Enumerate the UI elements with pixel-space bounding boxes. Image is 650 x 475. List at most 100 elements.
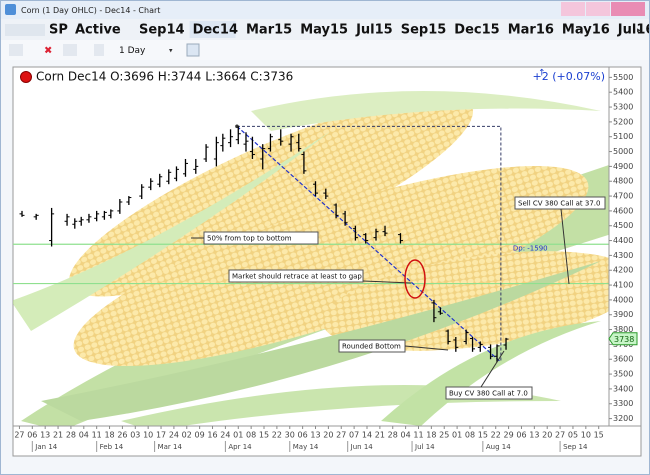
scroll-arrow[interactable]: ▸ xyxy=(637,26,641,35)
x-tick-label: 24 xyxy=(169,431,179,440)
contract-tab[interactable]: Jul16 xyxy=(617,23,649,38)
delete-button[interactable]: ✖ xyxy=(44,46,52,57)
y-tick-label: 3300 xyxy=(613,399,633,408)
annotation: Sell CV 380 Call at 37.0 xyxy=(518,200,601,208)
y-tick-label: 3500 xyxy=(613,370,633,379)
contract-tab[interactable]: Mar15 xyxy=(246,23,292,38)
annotation-box xyxy=(514,196,606,210)
contract-tab[interactable]: Mar16 xyxy=(508,23,554,38)
leaf xyxy=(251,91,601,131)
y-tick-label: 5100 xyxy=(613,132,633,141)
month-label: Feb 14 xyxy=(100,443,124,451)
y-tick-label: 3600 xyxy=(613,355,633,364)
contract-tab[interactable]: May16 xyxy=(562,23,610,38)
x-tick-label: 08 xyxy=(246,431,256,440)
y-tick-label: 3800 xyxy=(613,325,633,334)
contract-tab[interactable]: Sep15 xyxy=(401,23,447,38)
y-tick-label: 3900 xyxy=(613,310,633,319)
y-tick-label: 5500 xyxy=(613,73,633,82)
leaf xyxy=(13,131,331,331)
y-tick-label: 5000 xyxy=(613,147,633,156)
y-tick-label: 4700 xyxy=(613,192,633,201)
y-tick-label: 4300 xyxy=(613,251,633,260)
tool-icons[interactable] xyxy=(5,24,45,36)
annotations: 50% from top to bottom Market should ret… xyxy=(191,196,606,400)
x-tick-label: 10 xyxy=(581,431,591,440)
x-tick-label: 09 xyxy=(195,431,205,440)
annotation: Buy CV 380 Call at 7.0 xyxy=(449,390,528,398)
mode-tab[interactable]: Active xyxy=(75,23,121,38)
leaf xyxy=(41,261,601,421)
x-tick-label: 04 xyxy=(79,431,89,440)
bar-type-button[interactable] xyxy=(94,44,104,56)
y-tick-label: 3400 xyxy=(613,384,633,393)
contract-tab[interactable]: Dec15 xyxy=(454,23,499,38)
tool-button[interactable] xyxy=(63,44,77,56)
x-tick-label: 18 xyxy=(104,431,114,440)
contract-tab[interactable]: Sep14 xyxy=(139,23,185,38)
trendline xyxy=(236,125,502,363)
contract-tab[interactable]: Jul15 xyxy=(355,23,393,38)
change: +2 (+0.07%) xyxy=(533,70,605,83)
month-label: Mar 14 xyxy=(158,443,183,451)
maximize-button[interactable] xyxy=(586,2,610,16)
tool-button[interactable] xyxy=(186,43,200,57)
up-arrow: ↑ xyxy=(538,69,546,79)
app-icon xyxy=(5,4,16,15)
symbol-tab[interactable]: SP xyxy=(49,23,68,38)
y-tick-label: 4500 xyxy=(613,221,633,230)
x-tick-label: 27 xyxy=(14,431,24,440)
tab-selected xyxy=(189,21,236,38)
contract-tab[interactable]: Dec14 xyxy=(193,23,238,38)
cob xyxy=(68,95,474,297)
interval[interactable]: 1 Day xyxy=(119,46,146,56)
annotation-arrow xyxy=(362,280,412,284)
month-label: Sep 14 xyxy=(563,443,588,451)
month-label: Jan 14 xyxy=(34,443,57,451)
x-tick-label: 17 xyxy=(156,431,166,440)
x-tick-label: 02 xyxy=(182,431,192,440)
toolbar-2 xyxy=(1,40,649,60)
annotation-arrow xyxy=(480,350,505,388)
contract-tab[interactable]: May15 xyxy=(300,23,348,38)
month-label: Aug 14 xyxy=(486,443,511,451)
x-tick-label: 13 xyxy=(40,431,50,440)
y-tick-label: 4600 xyxy=(613,206,633,215)
title-bar xyxy=(1,1,649,19)
gap-circle xyxy=(404,259,426,299)
x-tick-label: 15 xyxy=(259,431,269,440)
x-tick-label: 06 xyxy=(27,431,37,440)
y-tick-label: 4400 xyxy=(613,236,633,245)
month-label: Jun 14 xyxy=(350,443,374,451)
annotation: Market should retrace at least to gap xyxy=(232,273,362,281)
x-tick-label: 20 xyxy=(542,431,552,440)
x-tick-label: 11 xyxy=(92,431,102,440)
y-tick-label: 4100 xyxy=(613,281,633,290)
x-tick-label: 13 xyxy=(529,431,539,440)
annotation-box xyxy=(228,269,364,283)
x-tick-label: 15 xyxy=(478,431,488,440)
tool-button[interactable] xyxy=(9,44,23,56)
month-label: May 14 xyxy=(293,443,319,451)
x-tick-label: 08 xyxy=(465,431,475,440)
chart-title: Corn Dec14 O:3696 H:3744 L:3664 C:3736 xyxy=(36,70,293,84)
x-tick-label: 21 xyxy=(375,431,385,440)
y-tick-label: 5300 xyxy=(613,103,633,112)
y-tick-label: 4800 xyxy=(613,177,633,186)
status-icon xyxy=(20,71,32,83)
x-tick-label: 16 xyxy=(207,431,217,440)
month-label: Jul 14 xyxy=(414,443,435,451)
x-tick-label: 18 xyxy=(426,431,436,440)
minimize-button[interactable] xyxy=(561,2,585,16)
y-tick-label: 5200 xyxy=(613,117,633,126)
x-tick-label: 28 xyxy=(388,431,398,440)
x-tick-label: 27 xyxy=(336,431,346,440)
x-tick-label: 04 xyxy=(401,431,411,440)
dropdown-arrow[interactable]: ▾ xyxy=(169,47,173,55)
x-tick-label: 11 xyxy=(413,431,423,440)
annotation-box xyxy=(445,386,533,400)
x-tick-label: 25 xyxy=(439,431,449,440)
close-button[interactable] xyxy=(611,2,645,16)
